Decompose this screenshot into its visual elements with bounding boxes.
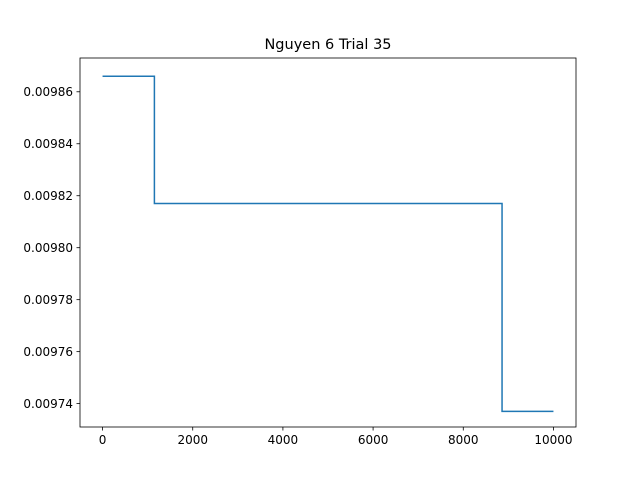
y-tick-label: 0.00984 (23, 137, 73, 151)
y-tick-label: 0.00986 (23, 85, 73, 99)
y-tick-label: 0.00978 (23, 293, 73, 307)
y-tick-label: 0.00976 (23, 345, 73, 359)
y-tick-label: 0.00982 (23, 189, 73, 203)
chart-title: Nguyen 6 Trial 35 (264, 37, 391, 53)
plot-frame (79, 57, 577, 428)
x-tick-label: 0 (99, 433, 107, 447)
x-tick-label: 6000 (358, 433, 389, 447)
x-tick-label: 4000 (268, 433, 299, 447)
series-line-0 (102, 75, 554, 413)
y-tick-label: 0.00980 (23, 241, 73, 255)
y-tick-label: 0.00974 (23, 397, 73, 411)
x-tick-label: 8000 (448, 433, 479, 447)
x-tick-label: 10000 (534, 433, 572, 447)
x-tick-label: 2000 (177, 433, 208, 447)
